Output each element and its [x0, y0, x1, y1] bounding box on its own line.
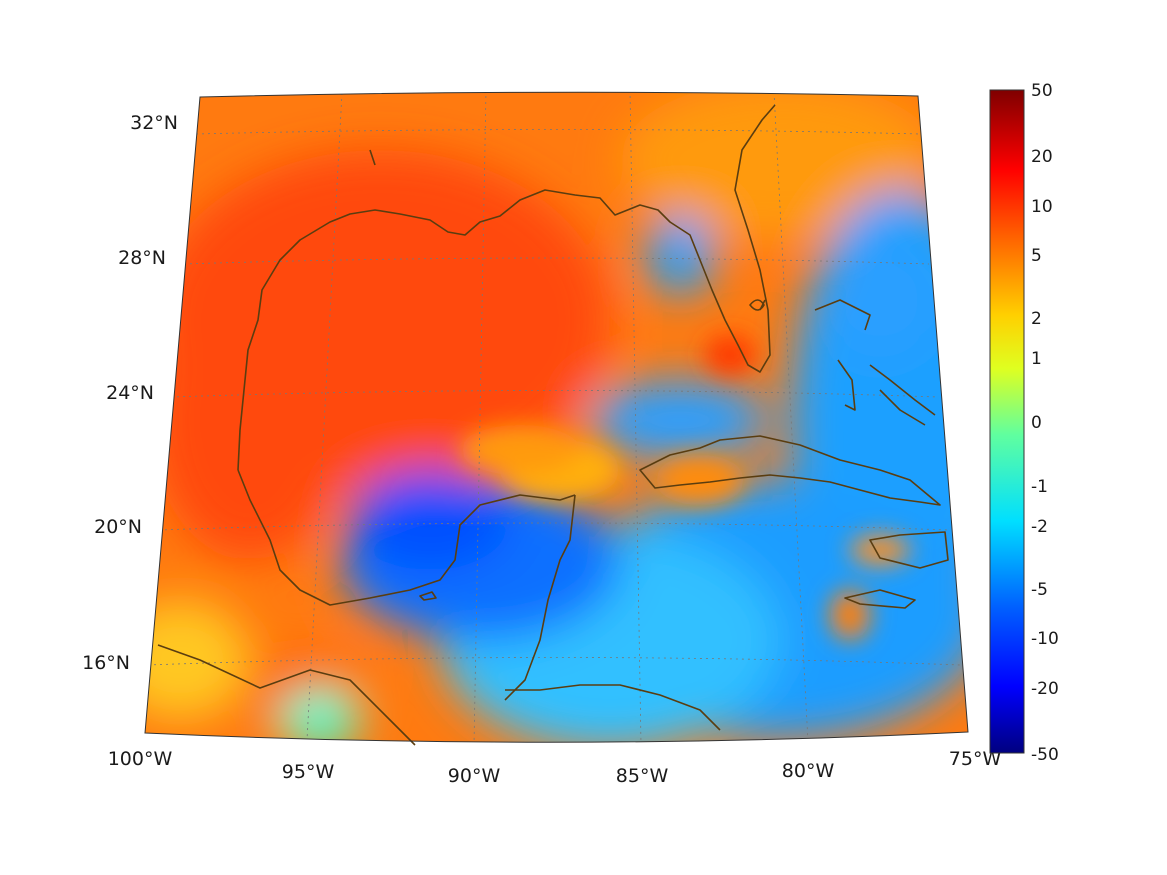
colorbar-label: 20	[1031, 147, 1053, 167]
colorbar-label: 0	[1031, 413, 1042, 433]
lon-label-75: 75°W	[949, 748, 1002, 770]
lon-label-95: 95°W	[282, 761, 335, 783]
colorbar-ramp	[989, 89, 1025, 754]
map-field	[145, 92, 968, 743]
colorbar-label: -50	[1031, 745, 1059, 765]
map-frame	[144, 91, 969, 743]
lon-label-90: 90°W	[448, 765, 501, 787]
colorbar-label: -20	[1031, 679, 1059, 699]
lat-label-16: 16°N	[82, 652, 130, 674]
lon-label-80: 80°W	[782, 760, 835, 782]
latitude-labels: 32°N 28°N 24°N 20°N 16°N	[82, 112, 178, 674]
colorbar-label: -2	[1031, 517, 1048, 537]
colorbar-label: 5	[1031, 246, 1042, 266]
lon-label-100: 100°W	[108, 748, 173, 770]
longitude-labels: 100°W 95°W 90°W 85°W 80°W 75°W	[108, 748, 1002, 787]
colorbar-label: 1	[1031, 349, 1042, 369]
lat-label-20: 20°N	[94, 516, 142, 538]
lon-label-85: 85°W	[616, 765, 669, 787]
lat-label-28: 28°N	[118, 247, 166, 269]
colorbar-label: 50	[1031, 81, 1053, 101]
coastlines	[157, 104, 949, 746]
graticule	[147, 92, 961, 743]
lat-label-32: 32°N	[130, 112, 178, 134]
colorbar-label: -5	[1031, 580, 1048, 600]
lat-label-24: 24°N	[106, 382, 154, 404]
colorbar: 50 20 10 5 2 1 0 -1 -2 -5 -10 -20 -50	[989, 81, 1059, 765]
colorbar-label: -1	[1031, 477, 1048, 497]
colorbar-label: 2	[1031, 309, 1042, 329]
colorbar-label: -10	[1031, 629, 1059, 649]
colorbar-label: 10	[1031, 197, 1053, 217]
colorbar-tick-labels: 50 20 10 5 2 1 0 -1 -2 -5 -10 -20 -50	[1031, 81, 1059, 765]
